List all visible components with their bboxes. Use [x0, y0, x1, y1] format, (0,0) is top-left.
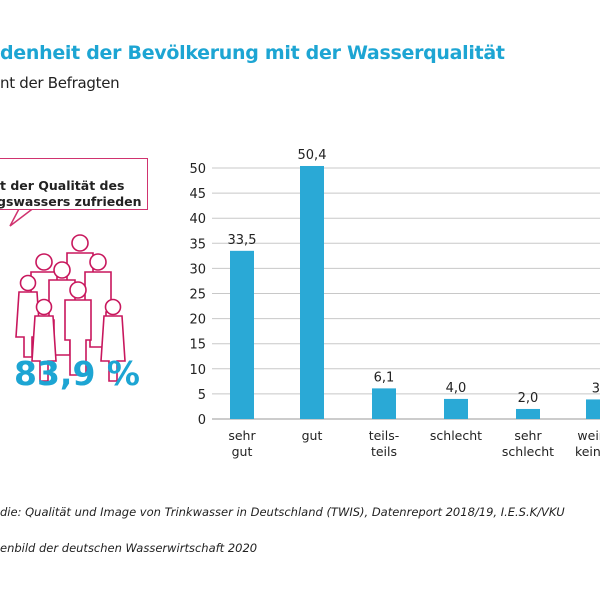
bar-value-label: 50,4 — [298, 148, 327, 163]
speech-bubble — [0, 158, 148, 210]
satisfaction-percent: 83,9 % — [14, 354, 140, 393]
category-label: teils — [371, 444, 397, 459]
y-tick-label: 40 — [189, 212, 206, 227]
source-note: die: Qualität und Image von Trinkwasser … — [0, 505, 565, 519]
chart-subtitle: nt der Befragten — [0, 74, 120, 92]
bar — [372, 388, 396, 419]
y-tick-label: 50 — [189, 162, 206, 177]
category-label: schlecht — [430, 428, 482, 443]
callout-line-2: gswassers zufrieden — [0, 194, 142, 209]
category-label: teils- — [369, 428, 400, 443]
chart-title: denheit der Bevölkerung mit der Wasserqu… — [0, 42, 505, 64]
y-tick-label: 5 — [198, 388, 206, 403]
y-tick-label: 10 — [189, 363, 206, 378]
y-tick-label: 25 — [189, 288, 206, 303]
y-tick-label: 30 — [189, 262, 206, 277]
bar-value-label: 3, — [592, 381, 600, 396]
y-tick-label: 15 — [189, 338, 206, 353]
bar-value-label: 6,1 — [374, 370, 395, 385]
category-label: gut — [302, 428, 323, 443]
y-tick-label: 45 — [189, 187, 206, 202]
y-tick-label: 35 — [189, 237, 206, 252]
bar — [516, 408, 540, 419]
category-label: sehr — [228, 428, 256, 443]
bar — [230, 250, 254, 419]
category-label: weiß n — [577, 428, 600, 443]
category-label: schlecht — [502, 444, 554, 459]
people-icon — [15, 234, 126, 382]
y-tick-label: 0 — [198, 413, 206, 428]
bar — [586, 399, 600, 419]
publication-note: enbild der deutschen Wasserwirtschaft 20… — [0, 541, 258, 555]
bar — [300, 165, 324, 419]
bar-value-label: 2,0 — [518, 391, 539, 406]
bar — [444, 398, 468, 419]
category-label: sehr — [514, 428, 542, 443]
y-tick-label: 20 — [189, 313, 206, 328]
category-label: gut — [232, 444, 253, 459]
bar-value-label: 4,0 — [446, 381, 467, 396]
category-label: keine A — [575, 444, 600, 459]
callout-line-1: t der Qualität des — [0, 178, 125, 193]
bar-value-label: 33,5 — [228, 233, 257, 248]
